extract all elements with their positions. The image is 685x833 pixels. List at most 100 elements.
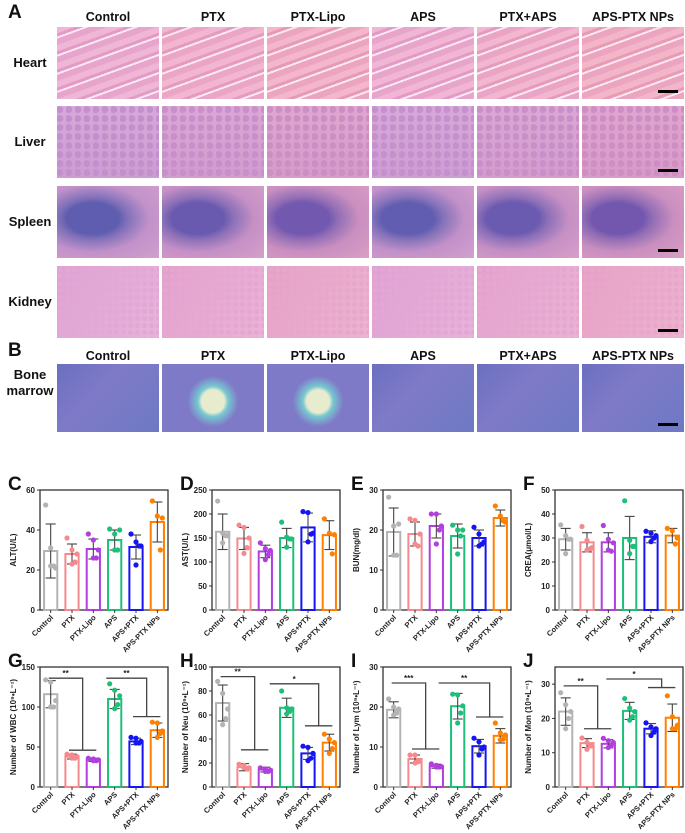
data-point	[215, 678, 221, 684]
data-point	[128, 734, 134, 740]
histology-image-spleen	[477, 186, 579, 258]
panel-label-g: G	[8, 651, 23, 672]
chart-g: G 0 50 100 150 Number of WBC (10⁹•L⁻¹) Control…	[0, 651, 170, 833]
data-point	[643, 528, 649, 534]
data-point	[412, 752, 418, 758]
histology-image-heart	[477, 27, 579, 99]
data-point	[321, 731, 327, 737]
data-point	[305, 539, 311, 545]
data-point	[236, 761, 242, 767]
data-point	[391, 552, 397, 558]
data-point	[584, 746, 590, 752]
data-point	[220, 690, 226, 696]
data-point	[133, 740, 139, 746]
data-point	[396, 521, 402, 527]
histology-image-heart	[267, 27, 369, 99]
data-point	[43, 677, 49, 683]
panel-label-e: E	[351, 474, 364, 495]
data-point	[627, 551, 633, 557]
data-point	[455, 720, 461, 726]
data-point	[497, 513, 503, 519]
panel-label-a: A	[8, 2, 22, 23]
data-point	[584, 739, 590, 746]
data-point	[605, 536, 611, 542]
column-header: APS-PTX NPs	[592, 349, 674, 363]
y-tick-label: 10	[541, 749, 550, 758]
y-axis-label: BUN(mg/dl)	[352, 528, 361, 572]
data-point	[257, 765, 263, 771]
data-point	[69, 561, 75, 567]
chart-f: F 0 10 20 30 40 50 CREA(μmol/L) Control PTX PTX-Li…	[515, 474, 685, 656]
x-tick-label: APS	[274, 790, 291, 807]
x-tick-label: APS	[102, 613, 119, 630]
data-point	[579, 735, 585, 741]
x-tick-label: PTX	[403, 790, 420, 807]
scale-bar	[658, 90, 678, 93]
y-tick-label: 40	[198, 735, 207, 744]
plot-frame	[554, 666, 684, 788]
y-tick-label: 60	[26, 486, 35, 495]
data-point	[396, 706, 402, 712]
data-point	[154, 513, 160, 519]
data-point	[664, 525, 670, 531]
plot-frame	[554, 489, 684, 611]
data-point	[236, 522, 242, 528]
data-point	[436, 527, 442, 533]
data-point	[433, 764, 439, 770]
data-point	[471, 524, 477, 530]
histology-image-kidney	[162, 266, 264, 338]
data-point	[90, 555, 96, 561]
x-tick-label: Control	[202, 613, 227, 638]
significance-label: **	[578, 677, 585, 686]
histology-image-kidney	[372, 266, 474, 338]
data-point	[563, 726, 569, 732]
data-point	[112, 531, 118, 537]
x-tick-label: Control	[202, 790, 227, 815]
data-point	[407, 752, 413, 758]
significance-label: *	[632, 670, 636, 679]
data-point	[133, 562, 139, 568]
data-point	[159, 515, 165, 521]
data-point	[587, 743, 593, 749]
data-point	[308, 531, 314, 537]
row-label-spleen: Spleen	[8, 214, 52, 229]
bar-ptx-lipo	[85, 758, 101, 789]
plot-frame	[211, 666, 341, 788]
data-point	[241, 765, 247, 771]
data-point	[558, 690, 564, 696]
data-point	[458, 533, 464, 539]
data-point	[74, 551, 80, 557]
x-tick-label: APS	[617, 790, 634, 807]
data-point	[112, 706, 118, 712]
data-point	[455, 527, 461, 533]
y-tick-label: 0	[203, 606, 208, 615]
significance-label: **	[123, 669, 130, 678]
row-label-bone-marrow: Bone marrow	[4, 367, 56, 399]
histology-image-bone-marrow	[582, 364, 684, 432]
y-tick-label: 60	[198, 711, 207, 720]
chart-j: J 0 10 20 30 Number of Mon (10⁹•L⁻¹) Control PT…	[515, 651, 685, 833]
bar-ptx-lipo	[600, 742, 616, 789]
data-point	[244, 545, 250, 551]
data-point	[326, 736, 332, 742]
data-point	[262, 557, 268, 563]
histology-image-liver	[582, 106, 684, 178]
panel-label-b: B	[8, 340, 22, 361]
data-point	[579, 523, 585, 530]
bar-aps-ptx	[643, 535, 659, 611]
data-point	[117, 693, 123, 699]
significance-label: *	[293, 675, 297, 684]
data-point	[610, 540, 616, 546]
data-point	[112, 687, 118, 693]
y-tick-label: 50	[26, 743, 35, 752]
data-point	[386, 494, 392, 500]
data-point	[433, 511, 439, 517]
y-axis-label: CREA(μmol/L)	[524, 523, 533, 578]
significance-label: **	[461, 674, 468, 683]
plot-frame	[211, 489, 341, 611]
data-point	[476, 739, 482, 745]
data-point	[386, 696, 392, 702]
data-point	[115, 702, 121, 708]
data-point	[90, 758, 96, 764]
data-point	[262, 545, 268, 552]
